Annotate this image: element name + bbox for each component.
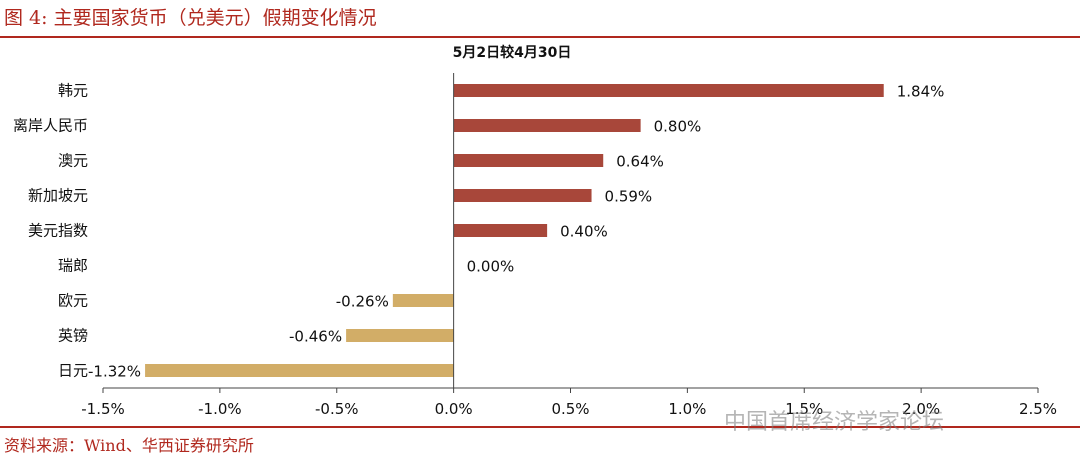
category-label: 离岸人民币	[13, 117, 88, 135]
bottom-rule	[0, 426, 1080, 428]
category-label: 瑞郎	[58, 257, 88, 275]
watermark-text: 中国首席经济学家论坛	[724, 410, 945, 435]
top-rule	[0, 36, 1080, 38]
data-label: -0.26%	[336, 293, 389, 311]
bar	[145, 364, 454, 377]
category-label: 新加坡元	[28, 187, 88, 205]
data-label: -1.32%	[88, 363, 141, 381]
data-label: 1.84%	[897, 83, 945, 101]
data-label: 0.59%	[605, 188, 653, 206]
x-tick-label: 1.0%	[668, 400, 706, 418]
category-label: 韩元	[58, 82, 88, 100]
x-tick-label: -1.5%	[81, 400, 125, 418]
category-label: 日元	[58, 362, 88, 380]
bar	[453, 84, 884, 97]
data-label: 0.80%	[654, 118, 702, 136]
category-label: 美元指数	[28, 222, 88, 240]
bar	[346, 329, 454, 342]
x-tick-label: 0.0%	[435, 400, 473, 418]
category-label: 英镑	[58, 327, 88, 345]
x-tick-label: -0.5%	[315, 400, 359, 418]
x-tick-label: 0.5%	[551, 400, 589, 418]
category-label: 澳元	[58, 152, 88, 170]
data-label: 0.00%	[467, 258, 515, 276]
category-label: 欧元	[58, 292, 88, 310]
x-tick-label: 1.5%	[785, 400, 823, 418]
x-tick-label: -1.0%	[198, 400, 242, 418]
data-label: 0.64%	[616, 153, 664, 171]
bar	[392, 294, 454, 307]
x-tick-label: 2.5%	[1019, 400, 1057, 418]
source-note: 资料来源：Wind、华西证券研究所	[4, 436, 254, 455]
figure-title: 图 4: 主要国家货币（兑美元）假期变化情况	[4, 7, 377, 29]
bar	[453, 119, 641, 132]
bar	[453, 189, 592, 202]
bar	[453, 154, 604, 167]
data-label: 0.40%	[560, 223, 608, 241]
data-label: -0.46%	[289, 328, 342, 346]
chart-title: 5月2日较4月30日	[453, 44, 572, 61]
bar	[453, 224, 548, 237]
x-tick-label: 2.0%	[902, 400, 940, 418]
